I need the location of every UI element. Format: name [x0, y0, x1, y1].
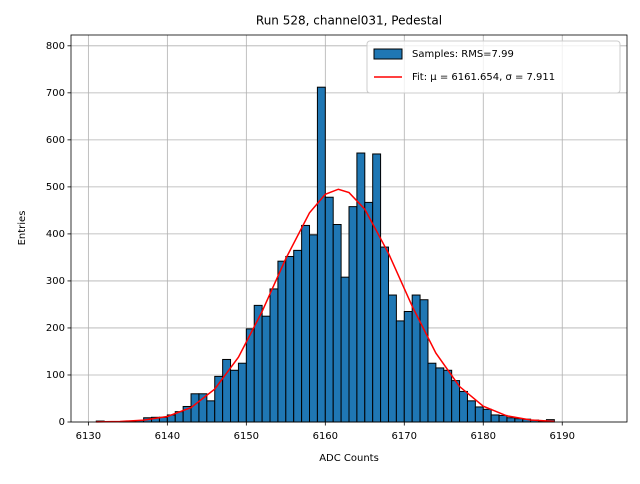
- bar: [317, 87, 325, 422]
- bar: [262, 316, 270, 422]
- bar: [381, 247, 389, 422]
- bar: [507, 418, 515, 422]
- y-tick-label: 0: [59, 417, 65, 428]
- x-tick-label: 6190: [550, 431, 575, 442]
- bar: [357, 153, 365, 422]
- bar: [294, 250, 302, 422]
- y-tick-label: 400: [46, 229, 65, 240]
- bar: [333, 225, 341, 422]
- x-tick-label: 6170: [392, 431, 417, 442]
- legend-label: Samples: RMS=7.99: [412, 49, 514, 60]
- legend-label: Fit: μ = 6161.654, σ = 7.911: [412, 72, 555, 83]
- bar: [278, 261, 286, 422]
- bar: [515, 419, 523, 422]
- bar: [404, 311, 412, 422]
- bar: [396, 321, 404, 422]
- bar: [444, 370, 452, 422]
- y-axis-label: Entries: [17, 211, 28, 246]
- bar: [373, 154, 381, 422]
- bar: [475, 407, 483, 422]
- y-tick-label: 500: [46, 182, 65, 193]
- bar: [436, 368, 444, 422]
- bar: [191, 394, 199, 422]
- x-tick-label: 6130: [76, 431, 101, 442]
- bar: [483, 409, 491, 422]
- y-tick-label: 700: [46, 88, 65, 99]
- bar: [420, 300, 428, 422]
- y-tick-label: 100: [46, 370, 65, 381]
- bar: [341, 277, 349, 422]
- y-tick-label: 200: [46, 323, 65, 334]
- bar: [452, 381, 460, 422]
- bar: [388, 295, 396, 422]
- x-axis-label: ADC Counts: [319, 453, 379, 464]
- x-tick-label: 6160: [313, 431, 338, 442]
- bar: [467, 401, 475, 422]
- y-tick-label: 800: [46, 41, 65, 52]
- bar: [499, 415, 507, 422]
- bar: [246, 329, 254, 422]
- legend-patch: [374, 49, 402, 59]
- chart-title: Run 528, channel031, Pedestal: [256, 14, 442, 28]
- x-tick-label: 6180: [471, 431, 496, 442]
- bar: [270, 289, 278, 422]
- x-tick-label: 6150: [234, 431, 259, 442]
- y-tick-label: 300: [46, 276, 65, 287]
- legend: Samples: RMS=7.99 Fit: μ = 6161.654, σ = …: [367, 41, 620, 93]
- x-tick-label: 6140: [155, 431, 180, 442]
- bar: [238, 363, 246, 422]
- bar: [286, 256, 294, 422]
- bar: [207, 401, 215, 422]
- bar: [325, 197, 333, 422]
- bar: [231, 370, 239, 422]
- bar: [310, 235, 318, 422]
- bar: [365, 202, 373, 422]
- y-tick-label: 600: [46, 135, 65, 146]
- bar: [491, 415, 499, 422]
- bar: [460, 391, 468, 422]
- bar: [428, 363, 436, 422]
- bar: [349, 207, 357, 422]
- bar: [302, 225, 310, 422]
